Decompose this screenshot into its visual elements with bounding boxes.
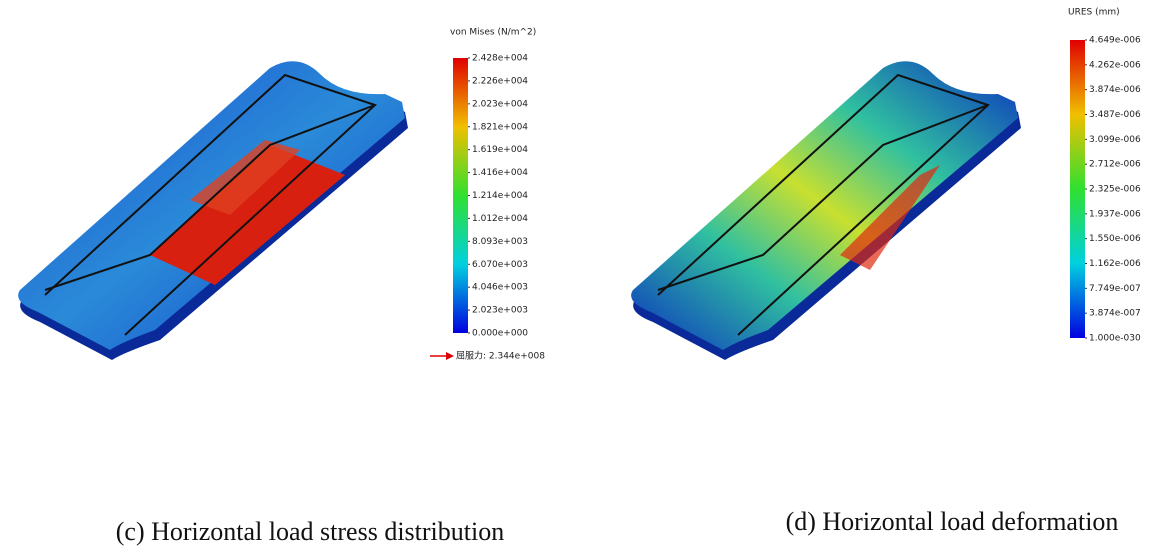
legend-label: 1.214e+004 — [472, 191, 528, 201]
legend-label: 2.226e+004 — [472, 76, 528, 86]
deformation-plate — [631, 61, 1021, 361]
legend-label: 2.023e+004 — [472, 99, 528, 109]
legend-label: 3.487e-006 — [1089, 110, 1141, 120]
legend-label: 1.416e+004 — [472, 168, 528, 178]
legend-label: 1.162e-006 — [1089, 259, 1141, 269]
legend-label: 2.428e+004 — [472, 54, 528, 64]
legend-label: 3.099e-006 — [1089, 135, 1141, 145]
legend-label: 1.619e+004 — [472, 145, 528, 155]
yield-arrow-head — [446, 352, 454, 360]
legend-label: 6.070e+003 — [472, 260, 528, 270]
legend-title: von Mises (N/m^2) — [450, 28, 536, 38]
legend-label: 1.550e-006 — [1089, 234, 1141, 244]
color-bar — [453, 58, 468, 333]
caption: (c) Horizontal load stress distribution — [116, 517, 504, 546]
legend-label: 2.325e-006 — [1089, 185, 1141, 195]
legend-label: 1.000e-030 — [1089, 334, 1141, 344]
legend-label: 8.093e+003 — [472, 237, 528, 247]
color-bar — [1070, 40, 1085, 338]
legend-label: 7.749e-007 — [1089, 284, 1141, 294]
legend-label: 4.046e+003 — [472, 283, 528, 293]
stress-plate — [18, 61, 409, 361]
legend-label: 1.821e+004 — [472, 122, 528, 132]
legend-label: 4.262e-006 — [1089, 60, 1141, 70]
legend-label: 1.937e-006 — [1089, 209, 1141, 219]
caption: (d) Horizontal load deformation — [786, 507, 1119, 536]
yield-label: 屈服力: 2.344e+008 — [456, 350, 545, 362]
legend-title: URES (mm) — [1068, 8, 1120, 18]
legend-label: 3.874e-006 — [1089, 85, 1141, 95]
legend-label: 4.649e-006 — [1089, 36, 1141, 46]
legend-label: 2.712e-006 — [1089, 160, 1141, 170]
legend-label: 1.012e+004 — [472, 214, 528, 224]
legend-label: 3.874e-007 — [1089, 309, 1141, 319]
legend-label: 0.000e+000 — [472, 329, 528, 339]
legend-label: 2.023e+003 — [472, 306, 528, 316]
